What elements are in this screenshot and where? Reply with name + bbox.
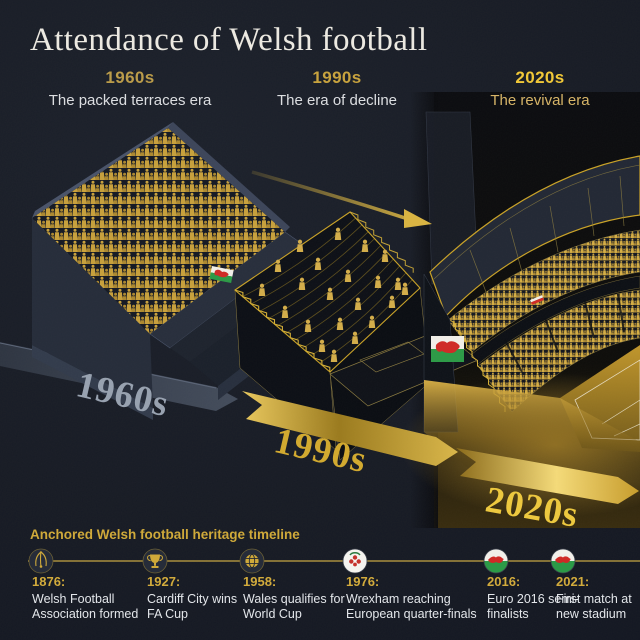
era-decade: 1990s bbox=[312, 68, 362, 87]
era-decade: 2020s bbox=[515, 68, 565, 87]
page-title: Attendance of Welsh football bbox=[30, 22, 428, 58]
timeline-event: 1876: Welsh Football Association formed bbox=[32, 574, 148, 623]
event-year: 1976: bbox=[346, 574, 380, 589]
timeline-event: 2016: Euro 2016 semi-finalists bbox=[487, 574, 579, 623]
era-header-1960s: 1960s The packed terraces era bbox=[25, 68, 235, 109]
era-header-2020s: 2020s The revival era bbox=[435, 68, 640, 109]
timeline-event: 1927: Cardiff City wins FA Cup bbox=[147, 574, 245, 623]
event-text: Cardiff City wins FA Cup bbox=[147, 592, 238, 622]
timeline-event: 2021: First match at new stadium bbox=[556, 574, 638, 623]
fa-cup-trophy-icon bbox=[142, 548, 168, 574]
timeline-graphic bbox=[28, 548, 640, 574]
era-subtitle: The packed terraces era bbox=[48, 92, 212, 109]
wrexham-crest-icon bbox=[342, 548, 368, 574]
event-text: Euro 2016 semi-finalists bbox=[487, 592, 579, 622]
event-year: 1876: bbox=[32, 574, 66, 589]
globe-icon bbox=[239, 548, 265, 574]
wfa-crest-icon bbox=[28, 548, 54, 574]
event-year: 2016: bbox=[487, 574, 521, 589]
timeline-event: 1958: Wales qualifies for World Cup bbox=[243, 574, 351, 623]
event-text: Wrexham reaching European quarter-finals bbox=[346, 592, 477, 622]
era-subtitle: The era of decline bbox=[276, 92, 398, 109]
event-text: First match at new stadium bbox=[556, 592, 632, 622]
event-year: 1958: bbox=[243, 574, 277, 589]
era-decade: 1960s bbox=[105, 68, 155, 87]
welsh-flag-icon bbox=[483, 548, 509, 574]
event-year: 2021: bbox=[556, 574, 590, 589]
event-text: Wales qualifies for World Cup bbox=[243, 592, 345, 622]
event-text: Welsh Football Association formed bbox=[32, 592, 139, 622]
timeline-event: 1976: Wrexham reaching European quarter-… bbox=[346, 574, 492, 623]
era-header-1990s: 1990s The era of decline bbox=[232, 68, 442, 109]
event-year: 1927: bbox=[147, 574, 181, 589]
era-subtitle: The revival era bbox=[490, 92, 590, 109]
welsh-flag-icon bbox=[550, 548, 576, 574]
timeline-heading: Anchored Welsh football heritage timelin… bbox=[30, 527, 300, 542]
